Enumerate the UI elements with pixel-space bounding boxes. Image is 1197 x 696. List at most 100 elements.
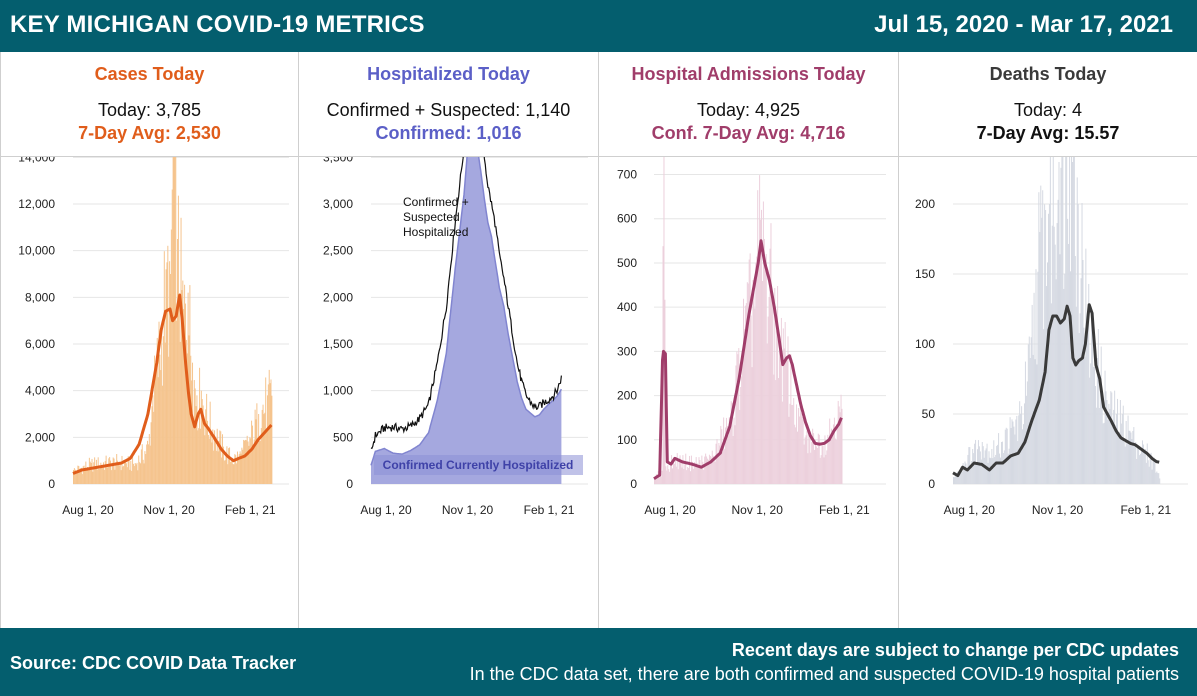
panel-today-value: Today: 3,785 xyxy=(97,100,202,120)
daily-bar xyxy=(243,439,245,484)
daily-bar xyxy=(813,433,815,484)
daily-bar xyxy=(762,201,764,484)
daily-bar xyxy=(119,462,121,484)
daily-bar xyxy=(234,454,236,484)
daily-bar xyxy=(1129,430,1131,484)
daily-bar xyxy=(1105,391,1107,484)
daily-bar xyxy=(831,428,833,484)
admissions-chart: 0100200300400500600700800900Aug 1, 20Nov… xyxy=(617,157,886,517)
daily-bar xyxy=(963,468,965,484)
daily-bar xyxy=(153,411,155,484)
daily-bar xyxy=(757,190,759,484)
daily-bar xyxy=(717,453,719,484)
daily-bar xyxy=(719,445,721,484)
daily-bar xyxy=(195,406,197,484)
daily-bar xyxy=(1141,440,1143,484)
daily-bar xyxy=(741,376,743,484)
daily-bar xyxy=(678,457,680,484)
daily-bar xyxy=(156,337,158,484)
daily-bar xyxy=(192,419,194,484)
daily-bar xyxy=(1014,434,1016,484)
daily-bar xyxy=(1112,427,1114,484)
daily-bar xyxy=(959,469,961,484)
daily-bar xyxy=(712,455,714,484)
date-range: Jul 15, 2020 - Mar 17, 2021 xyxy=(874,11,1173,38)
daily-bar xyxy=(1114,390,1116,484)
daily-bar xyxy=(1044,204,1046,484)
daily-bar xyxy=(663,157,665,484)
daily-bar xyxy=(806,430,808,484)
daily-bar xyxy=(184,303,186,484)
dataset-note: In the CDC data set, there are both conf… xyxy=(469,664,1179,684)
daily-bar xyxy=(176,320,178,484)
daily-bar xyxy=(1076,177,1078,485)
daily-bar xyxy=(754,308,756,484)
daily-bar xyxy=(1140,453,1142,484)
daily-bar xyxy=(1078,333,1080,484)
daily-bar xyxy=(1121,414,1123,484)
daily-bar xyxy=(154,372,156,484)
daily-bar xyxy=(782,328,784,484)
daily-bar xyxy=(808,434,810,484)
panel-average-value: 7-Day Avg: 2,530 xyxy=(78,123,221,143)
daily-bar xyxy=(233,464,235,484)
y-tick-label: 0 xyxy=(928,477,935,491)
daily-bar xyxy=(95,459,97,484)
daily-bar xyxy=(249,437,251,484)
y-tick-label: 3,500 xyxy=(323,157,353,164)
seven-day-average-line xyxy=(653,239,843,480)
daily-bar xyxy=(809,431,811,484)
daily-bar xyxy=(957,472,959,484)
daily-bar xyxy=(81,474,83,484)
y-tick-label: 150 xyxy=(915,267,935,281)
daily-bar xyxy=(1046,286,1048,484)
daily-bar xyxy=(768,296,770,484)
daily-bar xyxy=(1108,403,1110,484)
daily-bar xyxy=(1063,288,1065,484)
daily-bar xyxy=(1111,392,1113,484)
daily-bar xyxy=(697,465,699,484)
daily-bar xyxy=(85,461,87,484)
daily-bar xyxy=(137,470,139,484)
daily-bar xyxy=(138,455,140,484)
daily-bar xyxy=(1145,462,1147,484)
daily-bar xyxy=(761,209,763,484)
daily-bar xyxy=(154,355,156,484)
daily-bar xyxy=(151,406,153,484)
daily-bar xyxy=(149,445,151,484)
daily-bar xyxy=(725,427,727,484)
daily-bar xyxy=(778,378,780,484)
daily-bar xyxy=(127,456,129,484)
seven-day-average-line xyxy=(952,303,1160,478)
daily-bar xyxy=(228,448,230,484)
daily-bar xyxy=(184,284,186,484)
daily-bar xyxy=(1137,445,1139,484)
daily-bar xyxy=(766,343,768,484)
daily-bar xyxy=(992,458,994,484)
daily-bar xyxy=(833,417,835,484)
daily-bar xyxy=(203,417,205,484)
daily-bar xyxy=(792,404,794,484)
daily-bar xyxy=(1136,458,1138,484)
daily-bar xyxy=(194,388,196,484)
daily-bar xyxy=(1131,439,1133,484)
panel-header: Deaths Today Today: 4 7-Day Avg: 15.57 xyxy=(899,52,1197,157)
daily-bar xyxy=(147,444,149,484)
daily-bar xyxy=(102,465,104,484)
daily-bar xyxy=(1085,248,1087,484)
daily-bar xyxy=(199,367,201,484)
daily-bar xyxy=(1106,400,1108,484)
daily-bar xyxy=(1083,327,1085,484)
daily-bar xyxy=(1115,425,1117,484)
daily-bar xyxy=(182,280,184,484)
daily-bar xyxy=(707,459,709,484)
daily-bar xyxy=(1141,449,1142,484)
daily-bar xyxy=(83,465,85,484)
daily-bar xyxy=(96,469,98,484)
daily-bar xyxy=(1102,423,1104,484)
panel-average-value: Conf. 7-Day Avg: 4,716 xyxy=(651,123,846,143)
daily-bar xyxy=(177,239,179,484)
daily-bar xyxy=(793,398,795,484)
daily-bar xyxy=(271,395,273,484)
daily-bar xyxy=(146,444,148,484)
